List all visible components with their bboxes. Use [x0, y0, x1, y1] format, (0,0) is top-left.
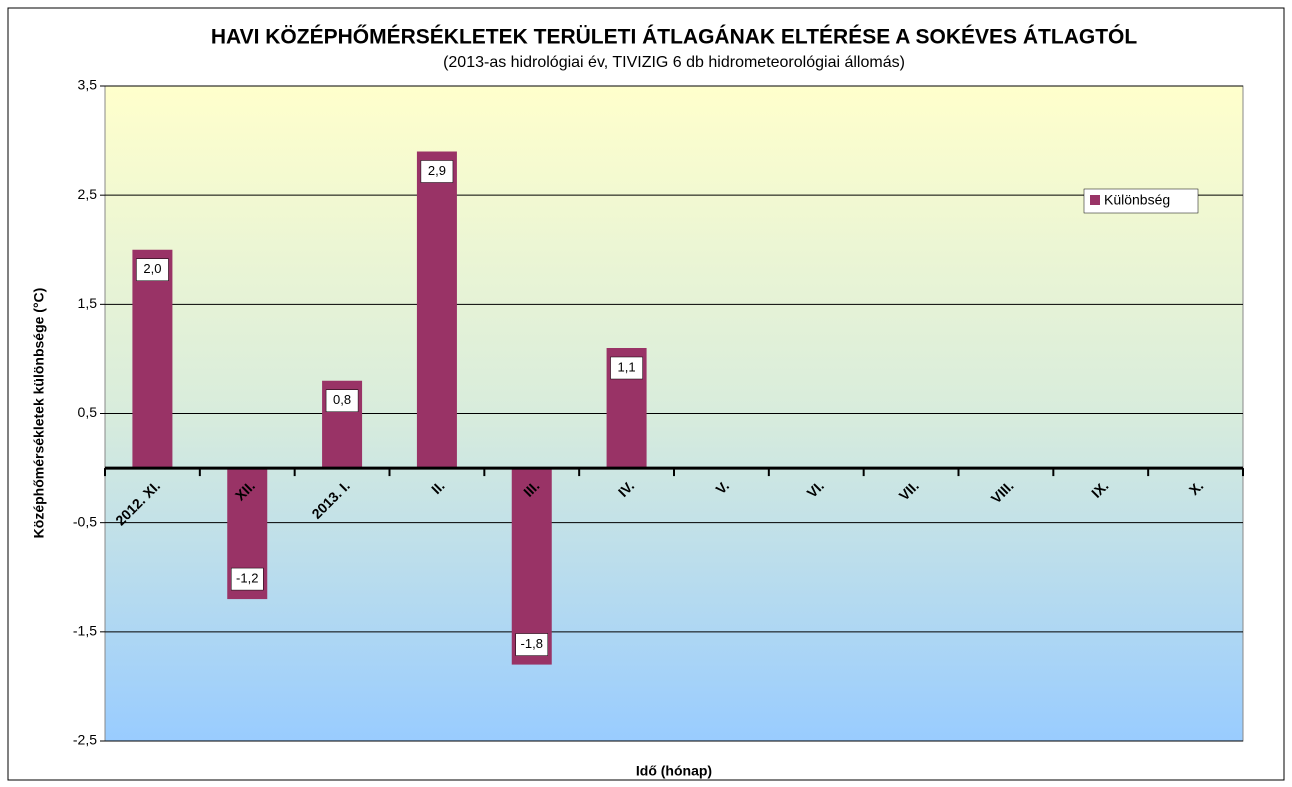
bar	[132, 249, 173, 469]
legend-box	[1083, 188, 1199, 214]
y-tick-label: 1,5	[78, 295, 98, 311]
data-label: 1,1	[618, 359, 636, 374]
y-tick-label: -1,5	[73, 623, 97, 639]
data-label: 0,8	[333, 392, 351, 407]
data-label-box	[325, 389, 359, 412]
data-label-box	[610, 356, 643, 380]
y-tick-label: 0,5	[78, 404, 98, 420]
data-label: -1,8	[521, 636, 543, 651]
bar	[416, 151, 457, 469]
data-label: -1,2	[236, 571, 258, 586]
chart-subtitle: (2013-as hidrológiai év, TIVIZIG 6 db hi…	[443, 54, 905, 71]
x-axis-title: Idő (hónap)	[636, 763, 712, 779]
y-tick-label: 3,5	[78, 77, 98, 93]
y-axis-title: Középhőmérsékletek különbsége (°C)	[31, 288, 47, 539]
data-label: 2,0	[143, 261, 161, 276]
data-label-box	[136, 258, 169, 281]
chart-title: HAVI KÖZÉPHŐMÉRSÉKLETEK TERÜLETI ÁTLAGÁN…	[211, 25, 1138, 49]
y-tick-label: -2,5	[73, 732, 97, 748]
data-label-box	[515, 633, 548, 656]
legend-label: Különbség	[1104, 192, 1170, 208]
data-label: 2,9	[428, 163, 446, 178]
y-tick-label: 2,5	[78, 186, 98, 202]
y-tick-label: -0,5	[73, 513, 97, 529]
bar	[511, 468, 552, 665]
legend-swatch	[1090, 195, 1100, 205]
data-label-box	[420, 160, 454, 183]
data-label-box	[231, 567, 264, 591]
